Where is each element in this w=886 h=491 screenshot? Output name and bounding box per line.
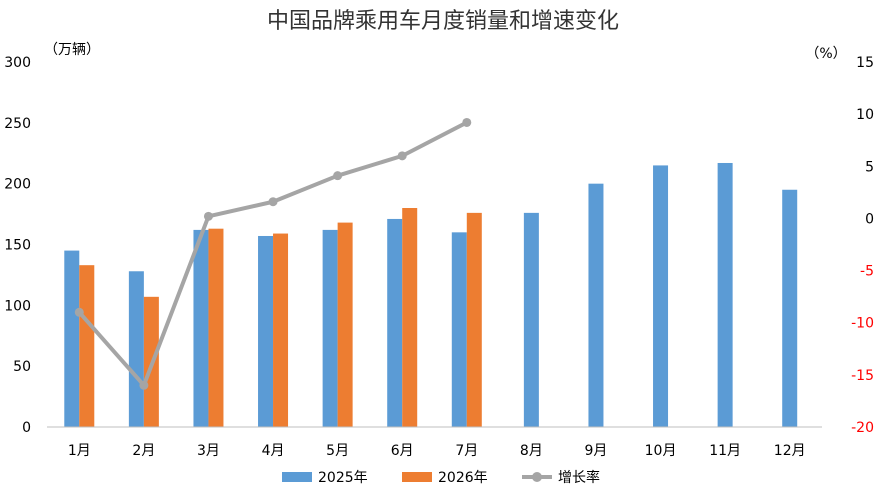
left-axis-unit: （万辆）: [44, 42, 100, 58]
bar-series1-1: [64, 250, 80, 427]
left-y-axis: 0 50 100 150 200 250 300: [4, 55, 31, 436]
x-tick-label: 2月: [132, 443, 155, 459]
left-y-tick-label: 250: [4, 116, 31, 132]
left-y-tick-label: 300: [4, 55, 31, 71]
right-y-tick-label: -15: [851, 368, 874, 384]
growth-point-1: [74, 307, 84, 317]
legend-swatch-2: [402, 472, 432, 482]
legend: 2025年 2026年 增长率: [282, 469, 600, 486]
x-tick-label: 5月: [326, 443, 349, 459]
legend-swatch-marker: [532, 472, 542, 482]
bar-series2-4: [273, 233, 289, 427]
growth-point-6: [397, 151, 407, 161]
growth-point-4: [268, 197, 278, 207]
bar-series2-1: [79, 265, 95, 427]
x-tick-label: 9月: [584, 443, 607, 459]
growth-point-2: [139, 380, 149, 390]
right-y-tick-label: 5: [865, 159, 874, 175]
bar-series1-7: [451, 232, 467, 427]
bar-series1-2: [128, 271, 144, 427]
right-y-tick-label: 10: [856, 107, 874, 123]
x-tick-label: 1月: [68, 443, 91, 459]
left-y-tick-label: 0: [22, 420, 31, 436]
right-y-tick-label: 0: [865, 211, 874, 227]
left-y-tick-label: 150: [4, 238, 31, 254]
bar-series1-8: [523, 212, 539, 427]
left-y-tick-label: 100: [4, 298, 31, 314]
right-y-tick-label: -20: [851, 420, 874, 436]
bar-series2-7: [466, 212, 482, 427]
left-y-tick-label: 50: [13, 359, 31, 375]
x-tick-label: 7月: [455, 443, 478, 459]
growth-point-7: [462, 117, 472, 127]
growth-point-3: [203, 211, 213, 221]
legend-label-2: 2026年: [438, 470, 488, 486]
right-y-tick-label: -10: [851, 316, 874, 332]
right-y-tick-label: -5: [860, 264, 874, 280]
legend-label-3: 增长率: [558, 469, 600, 486]
x-tick-label: 11月: [709, 443, 741, 459]
bar-series2-6: [402, 208, 418, 427]
left-y-tick-label: 200: [4, 177, 31, 193]
bar-series1-6: [387, 218, 403, 427]
bar-series1-9: [588, 183, 604, 427]
x-tick-label: 12月: [774, 443, 806, 459]
growth-line-group: [74, 117, 472, 390]
bar-series1-4: [258, 235, 274, 427]
right-y-tick-label: 15: [856, 55, 874, 71]
bar-series2-3: [208, 228, 224, 427]
x-tick-label: 3月: [197, 443, 220, 459]
x-axis: 1月 2月 3月 4月 5月 6月 7月 8月 9月 10月 11月 12月: [47, 426, 822, 459]
x-tick-label: 6月: [391, 443, 414, 459]
legend-swatch-1: [282, 472, 312, 482]
bar-series1-12: [782, 189, 798, 427]
bar-series1-11: [717, 162, 733, 427]
right-y-axis: -20 -15 -10 -5 0 5 10 15: [851, 55, 874, 436]
right-axis-unit: （%）: [805, 46, 846, 62]
chart-title: 中国品牌乘用车月度销量和增速变化: [267, 9, 619, 34]
x-tick-label: 8月: [520, 443, 543, 459]
bar-series2-5: [337, 222, 353, 427]
bars-group: [64, 162, 798, 427]
growth-point-5: [333, 171, 343, 181]
bar-series1-3: [193, 229, 209, 427]
x-tick-label: 10月: [645, 443, 677, 459]
bar-series1-5: [322, 229, 338, 427]
bar-series1-10: [653, 165, 669, 427]
legend-label-1: 2025年: [318, 470, 368, 486]
x-tick-label: 4月: [262, 443, 285, 459]
